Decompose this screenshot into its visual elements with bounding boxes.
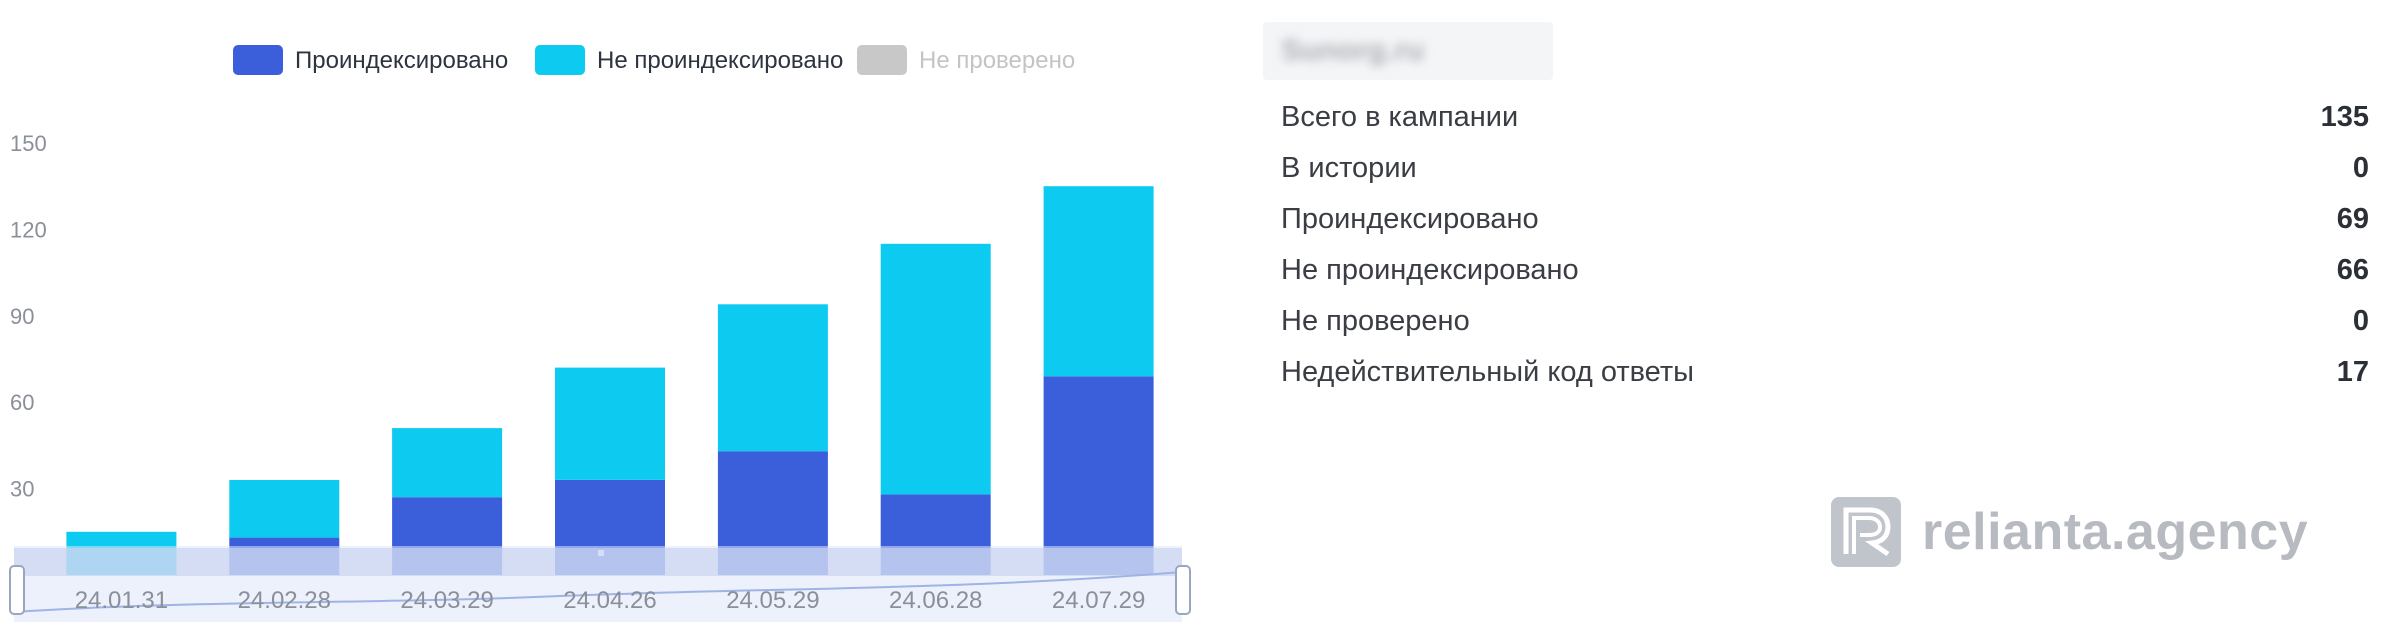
y-tick-label: 90 <box>10 304 34 329</box>
slider-drag-grip-icon[interactable]: ≡ <box>597 546 604 560</box>
bar-segment[interactable] <box>880 243 991 495</box>
y-tick-label: 120 <box>10 217 47 242</box>
stat-label: В истории <box>1281 152 1417 184</box>
y-axis: 0306090120150 <box>10 131 47 588</box>
campaign-name: Sunorg.ru <box>1281 34 1425 67</box>
relianta-logo-icon <box>1831 497 1901 567</box>
bar-segment[interactable] <box>1043 186 1154 377</box>
stat-row: Проиндексировано 69 <box>1281 194 2369 245</box>
slider-left-handle[interactable] <box>9 565 25 615</box>
stat-label: Недействительный код ответы <box>1281 356 1694 388</box>
stat-row: Не проиндексировано 66 <box>1281 245 2369 296</box>
stat-value: 66 <box>2336 254 2369 286</box>
stat-value: 0 <box>2352 305 2369 337</box>
stat-row: Всего в кампании 135 <box>1281 92 2369 143</box>
bar-segment[interactable] <box>717 304 828 452</box>
bar-segment[interactable] <box>229 480 340 538</box>
stat-label: Не проверено <box>1281 305 1470 337</box>
legend-swatch <box>233 45 283 75</box>
watermark-text: relianta.agency <box>1922 503 2309 561</box>
x-tick-label: 24.03.29 <box>400 587 493 614</box>
x-tick-label: 24.05.29 <box>726 587 819 614</box>
indexing-chart: Проиндексировано Не проиндексировано Не пр… <box>9 45 1191 622</box>
stat-value: 0 <box>2352 152 2369 184</box>
x-tick-label: 24.04.26 <box>563 587 656 614</box>
stat-row: Недействительный код ответы 17 <box>1281 347 2369 398</box>
stat-value: 69 <box>2336 203 2369 235</box>
slider-window[interactable] <box>14 548 1182 576</box>
bars-group <box>66 186 1154 575</box>
bar-segment[interactable] <box>392 428 503 498</box>
slider-preview-line <box>13 571 1183 613</box>
y-tick-label: 30 <box>10 477 34 502</box>
stat-label: Проиндексировано <box>1281 203 1539 235</box>
slider-right-handle[interactable] <box>1175 565 1191 615</box>
x-tick-label: 24.01.31 <box>75 587 168 614</box>
campaign-badge: Sunorg.ru <box>1263 22 1553 80</box>
legend-label: Не проверено <box>919 47 1075 74</box>
stat-row: Не проверено 0 <box>1281 296 2369 347</box>
bar-segment[interactable] <box>1043 376 1154 575</box>
legend-item[interactable]: Не проиндексировано <box>535 45 843 75</box>
zoom-slider[interactable]: ≡ <box>9 546 1191 622</box>
stats-panel: Всего в кампании 135 В истории 0 Проиндексир… <box>1281 92 2369 398</box>
watermark: relianta.agency <box>1830 496 2308 568</box>
legend-item[interactable]: Не проверено <box>857 45 1075 75</box>
stat-row: В истории 0 <box>1281 143 2369 194</box>
bar-segment[interactable] <box>555 367 665 480</box>
stat-label: Всего в кампании <box>1281 101 1519 133</box>
chart-legend: Проиндексировано Не проиндексировано Не пр… <box>233 45 1075 75</box>
stat-label: Не проиндексировано <box>1281 254 1579 286</box>
x-axis: 24.01.31 24.02.28 24.03.29 24.04.26 24.05.29… <box>75 587 1146 614</box>
legend-label: Не проиндексировано <box>597 47 843 74</box>
y-tick-label: 150 <box>10 131 47 156</box>
legend-label: Проиндексировано <box>295 47 508 74</box>
x-tick-label: 24.07.29 <box>1052 587 1145 614</box>
legend-swatch <box>857 45 907 75</box>
legend-swatch <box>535 45 585 75</box>
x-tick-label: 24.06.28 <box>889 587 982 614</box>
stat-value: 135 <box>2320 101 2369 133</box>
stat-value: 17 <box>2336 356 2369 388</box>
legend-item[interactable]: Проиндексировано <box>233 45 508 75</box>
y-tick-label: 60 <box>10 390 34 415</box>
x-tick-label: 24.02.28 <box>238 587 331 614</box>
